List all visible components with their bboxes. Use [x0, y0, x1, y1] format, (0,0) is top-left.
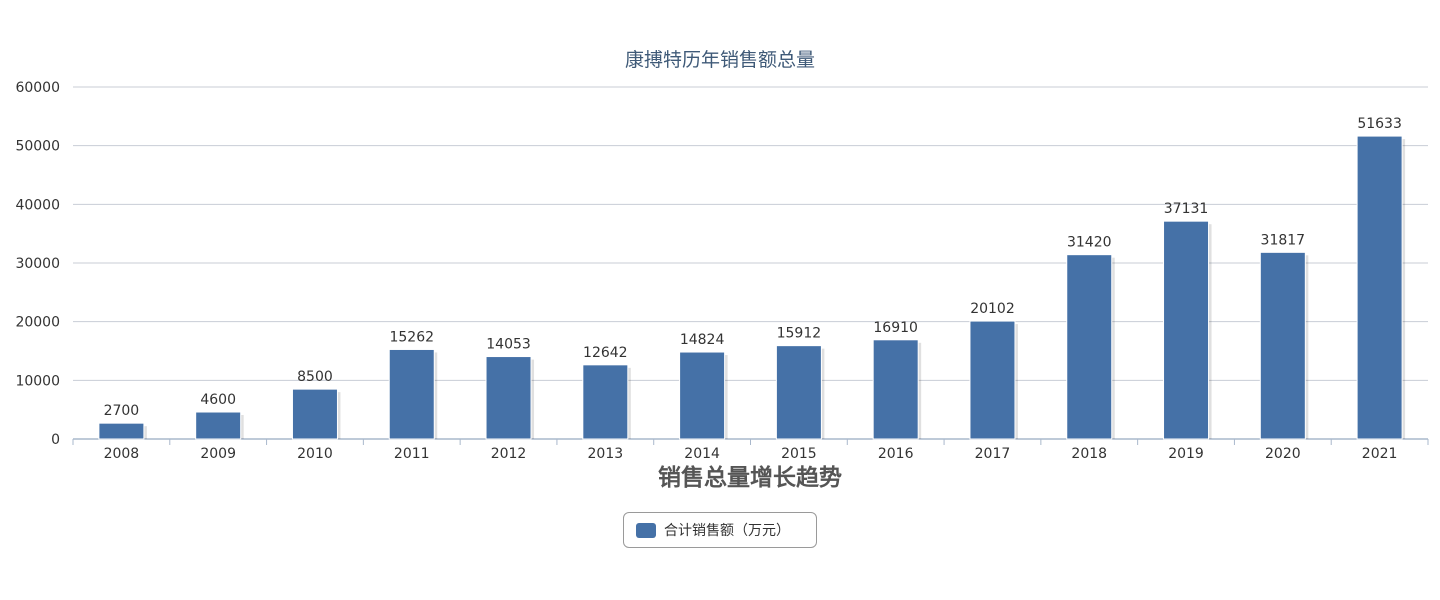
bar-value-label: 14824 [680, 332, 725, 348]
bar[interactable] [582, 364, 629, 440]
x-axis-ticks: 2008 2009 2010 2011 2012 2013 2014 2015 2016 2017… [72, 439, 1429, 462]
bar[interactable] [872, 339, 919, 440]
bars [98, 135, 1406, 440]
data-labels: 2700 4600 8500 15262 14053 12642 14824 15912 169… [104, 116, 1402, 419]
bar-value-label: 8500 [297, 369, 333, 385]
x-tick-label: 2021 [1362, 446, 1398, 462]
y-tick-label: 20000 [15, 315, 60, 331]
bar-value-label: 20102 [970, 301, 1015, 317]
bar-value-label: 14053 [486, 337, 531, 353]
bar[interactable] [98, 422, 145, 440]
bar[interactable] [1066, 254, 1113, 440]
legend-label: 合计销售额（万元） [664, 523, 790, 539]
bar-value-label: 15912 [777, 326, 822, 342]
bar[interactable] [485, 356, 532, 440]
y-tick-label: 60000 [15, 80, 60, 96]
bar-value-label: 51633 [1357, 116, 1402, 132]
chart-title: 康搏特历年销售额总量 [625, 49, 815, 71]
x-tick-label: 2008 [104, 446, 140, 462]
x-tick-label: 2011 [394, 446, 430, 462]
bar-value-label: 31817 [1261, 232, 1306, 248]
bar-value-label: 31420 [1067, 235, 1112, 251]
x-tick-label: 2019 [1168, 446, 1204, 462]
bar[interactable] [775, 345, 822, 440]
bar[interactable] [1163, 220, 1210, 440]
bar-value-label: 12642 [583, 345, 628, 361]
bar-value-label: 37131 [1164, 201, 1209, 217]
bar-value-label: 4600 [200, 392, 236, 408]
x-axis-title: 销售总量增长趋势 [658, 464, 842, 491]
x-tick-label: 2014 [684, 446, 720, 462]
bar-value-label: 16910 [873, 320, 918, 336]
bar[interactable] [1259, 251, 1306, 440]
x-tick-label: 2010 [297, 446, 333, 462]
x-tick-label: 2016 [878, 446, 914, 462]
bar[interactable] [679, 351, 726, 440]
bar-value-label: 2700 [104, 403, 140, 419]
y-axis-ticks: 0 10000 20000 30000 40000 50000 60000 [15, 80, 60, 448]
bar-value-label: 15262 [389, 329, 434, 345]
x-tick-label: 2015 [781, 446, 817, 462]
x-tick-label: 2012 [491, 446, 527, 462]
bar[interactable] [1356, 135, 1403, 440]
x-tick-label: 2013 [588, 446, 624, 462]
y-tick-label: 50000 [15, 139, 60, 155]
bar[interactable] [388, 348, 435, 440]
y-tick-label: 40000 [15, 197, 60, 213]
x-tick-label: 2017 [975, 446, 1011, 462]
bar[interactable] [969, 320, 1016, 440]
x-tick-label: 2018 [1071, 446, 1107, 462]
legend-swatch [636, 522, 656, 538]
x-tick-label: 2020 [1265, 446, 1301, 462]
y-tick-label: 30000 [15, 256, 60, 272]
y-tick-label: 0 [51, 432, 60, 448]
bar[interactable] [291, 388, 338, 440]
bar[interactable] [195, 411, 242, 440]
x-tick-label: 2009 [200, 446, 236, 462]
grid-lines [73, 86, 1428, 381]
y-tick-label: 10000 [15, 373, 60, 389]
legend[interactable]: 合计销售额（万元） [623, 512, 817, 548]
